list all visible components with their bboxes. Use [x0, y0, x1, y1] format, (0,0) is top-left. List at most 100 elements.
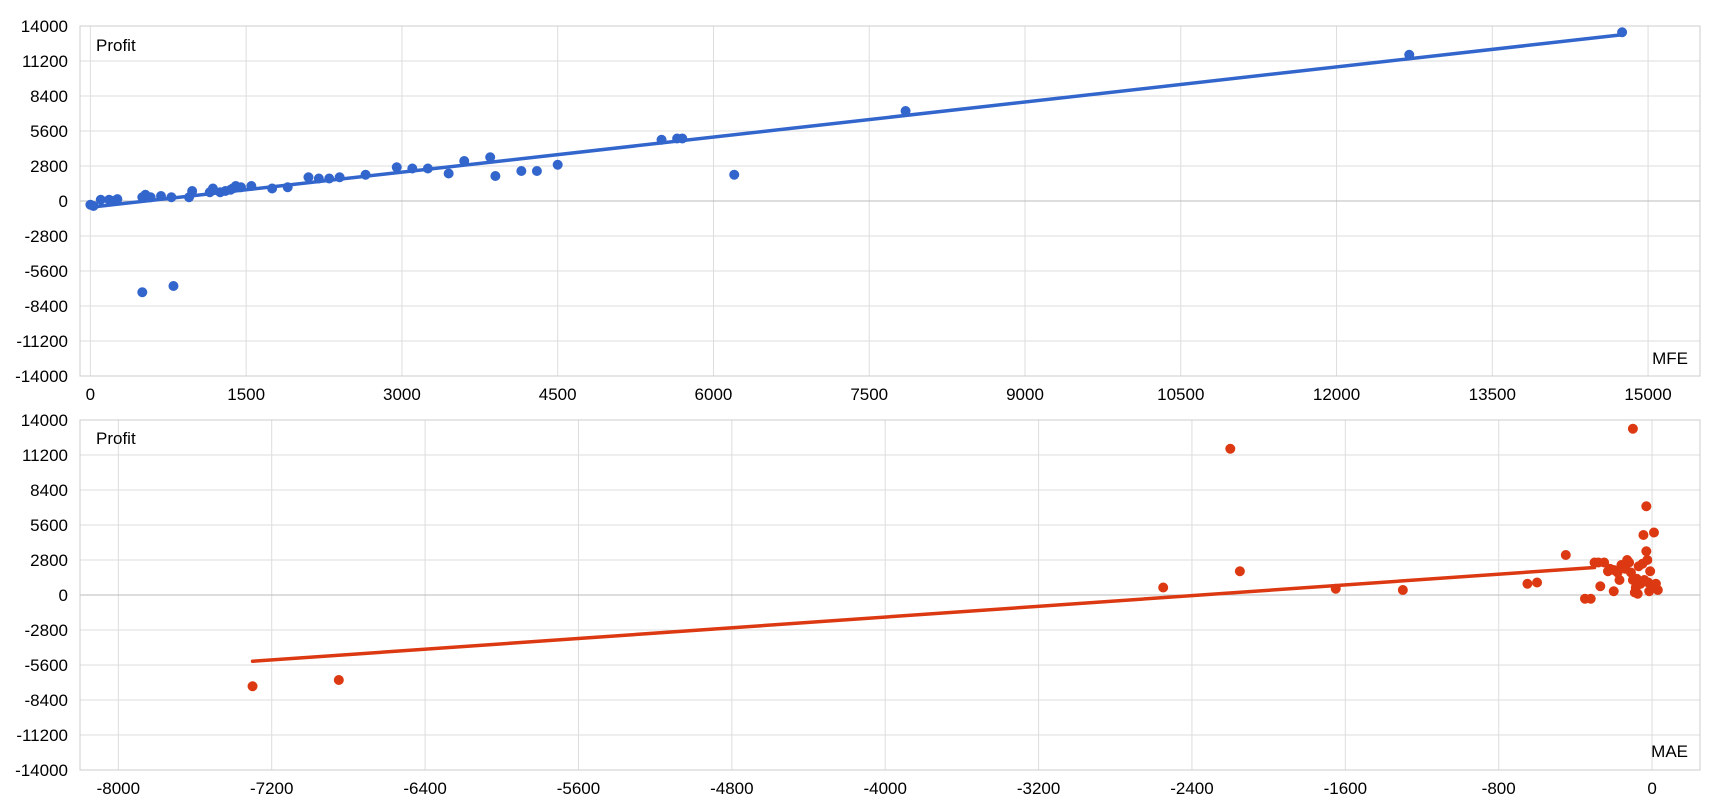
mfe-x-tick-label: 4500	[539, 385, 577, 404]
mfe-data-point	[490, 171, 501, 181]
mfe-data-point	[267, 183, 278, 194]
mae-x-tick-label: -800	[1482, 779, 1516, 798]
mae-y-tick-label: 5600	[30, 516, 68, 535]
mfe-x-tick-label: 7500	[850, 385, 888, 404]
mae-data-point	[1624, 557, 1635, 568]
mae-y-tick-label: 11200	[22, 446, 68, 465]
mae-data-point	[1645, 566, 1656, 577]
mae-data-point	[1234, 566, 1245, 577]
mae-x-tick-label: -3200	[1017, 779, 1060, 798]
mae-x-tick-label: -1600	[1324, 779, 1367, 798]
mfe-data-point	[1404, 49, 1415, 60]
mfe-data-point	[422, 163, 433, 174]
mae-data-point	[1652, 585, 1663, 595]
mae-y-tick-label: -5600	[25, 656, 68, 675]
mae-data-point	[1397, 585, 1408, 595]
mae-x-tick-label: 0	[1647, 779, 1656, 798]
mae-data-point	[1641, 501, 1652, 512]
mae-data-point	[1608, 586, 1619, 597]
mfe-trendline	[88, 33, 1624, 209]
mfe-x-tick-label: 12000	[1313, 385, 1360, 404]
mfe-y-tick-label: 0	[59, 192, 68, 211]
mae-x-tick-label: -8000	[97, 779, 140, 798]
mfe-data-point	[313, 173, 324, 184]
mfe-data-point	[137, 287, 148, 298]
mae-y-tick-label: 14000	[21, 411, 68, 430]
mfe-chart-panel: 0 1500 3000 4500 6000 7500 9000 10500 12000 13500…	[15, 17, 1701, 404]
mae-data-point	[1560, 550, 1571, 560]
mfe-x-tick-label: 0	[86, 385, 95, 404]
mae-data-point	[1585, 593, 1596, 604]
mfe-x-tick-label: 1500	[227, 385, 265, 404]
mae-x-tick-label: -5600	[557, 779, 600, 798]
mfe-data-point	[729, 169, 740, 180]
mfe-y-tick-label: -11200	[16, 332, 68, 351]
mfe-x-tick-label: 10500	[1157, 385, 1204, 404]
mfe-y-tick-label: 2800	[30, 157, 68, 176]
mae-x-tick-label: -4800	[710, 779, 753, 798]
mfe-y-tick-label: -5600	[25, 262, 68, 281]
mfe-x-tick-label: 9000	[1006, 385, 1044, 404]
mfe-plot-frame	[79, 25, 1701, 377]
mfe-x-tick-label: 3000	[383, 385, 421, 404]
mfe-data-point	[516, 166, 527, 176]
mae-data-point	[247, 681, 258, 692]
mfe-y-tick-label: 8400	[30, 87, 68, 106]
mae-data-point	[1595, 581, 1606, 592]
mae-data-point	[1532, 577, 1543, 588]
mae-data-point	[1614, 575, 1625, 585]
mfe-data-point	[443, 168, 454, 179]
mfe-data-point	[282, 182, 293, 193]
mae-x-tick-label: -7200	[250, 779, 293, 798]
mfe-y-tick-label: -14000	[15, 367, 68, 386]
mfe-data-point	[407, 163, 418, 174]
mfe-data-point	[324, 173, 335, 184]
mfe-data-point	[334, 172, 345, 183]
mfe-y-tick-label: 11200	[22, 52, 68, 71]
mfe-x-tick-label: 15000	[1624, 385, 1671, 404]
mae-x-tick-label: -2400	[1170, 779, 1213, 798]
mae-chart-xlabel: MAE	[1651, 742, 1688, 761]
mae-data-point	[1522, 578, 1533, 589]
mae-y-tick-label: 8400	[30, 481, 68, 500]
mae-data-point	[1642, 555, 1653, 565]
mae-y-tick-label: -14000	[15, 761, 68, 780]
mae-data-point	[1648, 527, 1659, 538]
mfe-data-point	[246, 181, 257, 191]
mfe-data-point	[677, 133, 688, 144]
mfe-data-point	[168, 281, 179, 291]
mfe-data-point	[235, 182, 246, 193]
mfe-data-point	[303, 172, 314, 183]
mfe-data-point	[187, 186, 198, 196]
mae-x-tick-label: -6400	[403, 779, 446, 798]
mae-chart-panel: -8000 -7200 -6400 -5600 -4800 -4000 -3200 -2400…	[15, 411, 1701, 798]
mae-y-tick-label: -11200	[16, 726, 68, 745]
mfe-chart-xlabel: MFE	[1652, 349, 1688, 368]
mfe-data-point	[485, 152, 496, 163]
mfe-data-point	[156, 191, 166, 201]
mfe-data-point	[88, 201, 99, 211]
mae-y-tick-label: -8400	[25, 691, 68, 710]
mae-chart-ylabel: Profit	[96, 429, 136, 448]
mae-data-point	[1627, 423, 1638, 434]
mae-y-tick-label: -2800	[25, 621, 68, 640]
mae-y-tick-label: 0	[59, 586, 68, 605]
mae-y-tick-label: 2800	[30, 551, 68, 570]
mae-trendline	[250, 565, 1597, 663]
mfe-x-tick-label: 13500	[1469, 385, 1516, 404]
mfe-chart-ylabel: Profit	[96, 36, 136, 55]
mfe-data-point	[166, 192, 177, 203]
mae-data-point	[1225, 443, 1236, 454]
mfe-y-tick-label: 14000	[21, 17, 68, 36]
mfe-data-point	[552, 159, 563, 170]
mfe-data-point	[656, 134, 667, 145]
mae-data-point	[1638, 530, 1649, 540]
mfe-data-point	[900, 106, 911, 116]
mae-plot-frame	[79, 419, 1701, 771]
mfe-y-tick-label: 5600	[30, 122, 68, 141]
mfe-data-point	[391, 162, 402, 173]
mfe-data-point	[145, 192, 156, 203]
mae-data-point	[1158, 582, 1169, 593]
